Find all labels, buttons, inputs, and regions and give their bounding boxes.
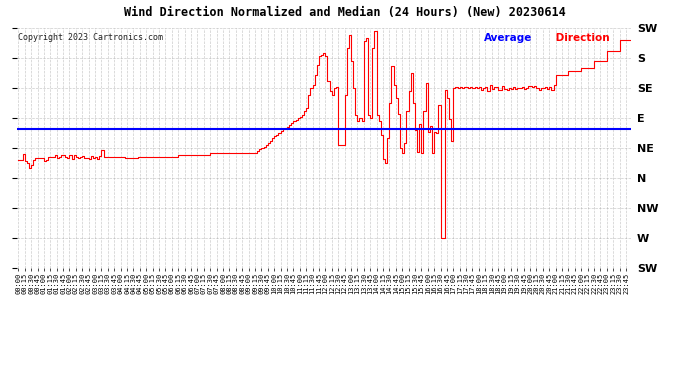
- Text: Average: Average: [484, 33, 533, 43]
- Text: Wind Direction Normalized and Median (24 Hours) (New) 20230614: Wind Direction Normalized and Median (24…: [124, 6, 566, 19]
- Text: Direction: Direction: [551, 33, 609, 43]
- Text: Copyright 2023 Cartronics.com: Copyright 2023 Cartronics.com: [19, 33, 164, 42]
